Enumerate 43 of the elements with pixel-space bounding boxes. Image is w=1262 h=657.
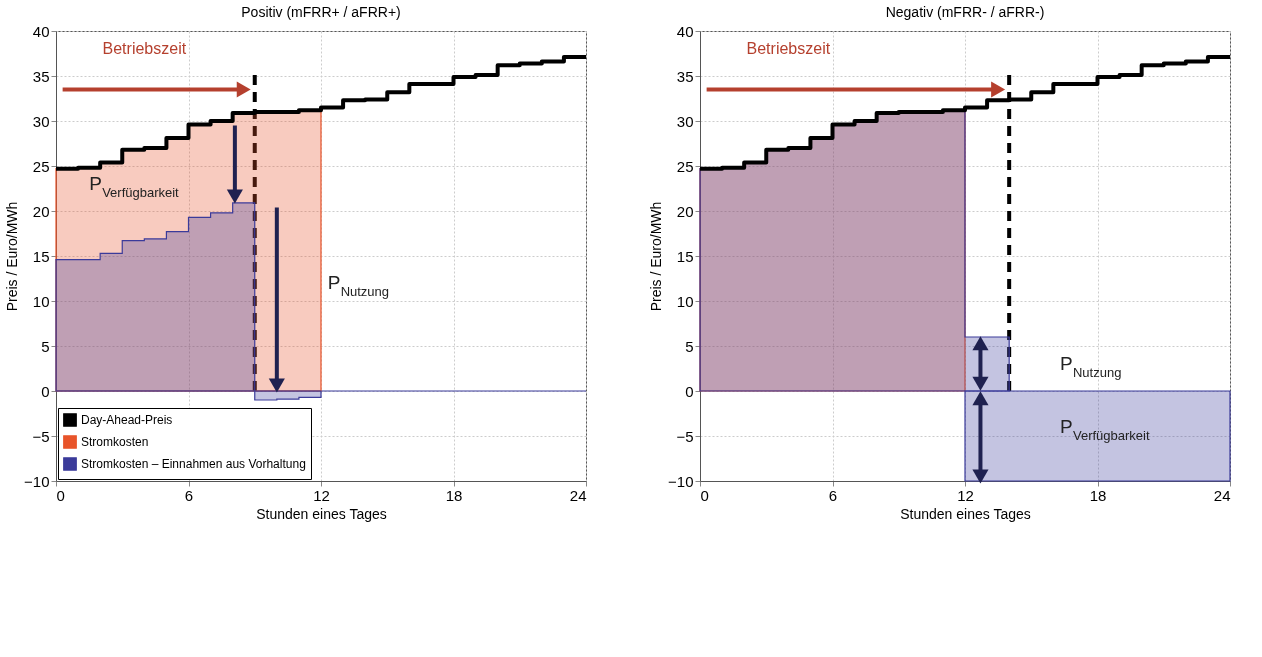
- x-tick-label: 24: [569, 486, 587, 504]
- x-axis-title: Stunden eines Tages: [900, 505, 1031, 522]
- x-tick-label: 6: [828, 486, 838, 504]
- annotation: Betriebszeit: [102, 40, 187, 57]
- y-axis-title: Preis / Euro/MWh: [4, 201, 21, 312]
- x-tick-label: 0: [56, 486, 65, 504]
- y-tick-label: 25: [676, 157, 694, 175]
- y-tick-label: 30: [32, 112, 50, 130]
- x-tick-label: 0: [700, 486, 709, 504]
- y-tick-label: 25: [32, 157, 50, 175]
- y-tick-label: 35: [32, 67, 50, 85]
- legend-label: Stromkosten: [81, 435, 149, 449]
- legend-label: Day-Ahead-Preis: [81, 413, 173, 427]
- annotation: Betriebszeit: [746, 40, 831, 57]
- y-tick-label: 5: [41, 337, 50, 355]
- y-tick-label: 5: [685, 337, 694, 355]
- y-tick-label: 30: [676, 112, 694, 130]
- y-axis-title: Preis / Euro/MWh: [648, 201, 665, 312]
- y-tick-label: 20: [676, 202, 694, 220]
- x-tick-label: 6: [184, 486, 194, 504]
- x-tick-label: 24: [1213, 486, 1231, 504]
- x-axis-title: Stunden eines Tages: [256, 505, 387, 522]
- y-tick-label: 15: [32, 247, 50, 265]
- y-tick-label: −5: [676, 427, 694, 445]
- y-tick-label: −10: [668, 472, 694, 490]
- y-tick-label: −10: [24, 472, 50, 490]
- y-tick-label: 40: [676, 22, 694, 40]
- y-tick-label: 10: [32, 292, 50, 310]
- y-tick-label: −5: [32, 427, 50, 445]
- x-tick-label: 12: [957, 486, 974, 504]
- y-tick-label: 35: [676, 67, 694, 85]
- chart-title: Positiv (mFRR+ / aFRR+): [241, 4, 401, 20]
- y-tick-label: 20: [32, 202, 50, 220]
- x-tick-label: 12: [313, 486, 330, 504]
- y-tick-label: 0: [41, 382, 50, 400]
- y-tick-label: 0: [685, 382, 694, 400]
- chart-title: Negativ (mFRR- / aFRR-): [885, 4, 1045, 20]
- y-tick-label: 15: [676, 247, 694, 265]
- x-tick-label: 18: [445, 486, 463, 504]
- y-tick-label: 40: [32, 22, 50, 40]
- x-tick-label: 18: [1089, 486, 1107, 504]
- y-tick-label: 10: [676, 292, 694, 310]
- legend-label: Stromkosten – Einnahmen aus Vorhaltung: [81, 457, 306, 471]
